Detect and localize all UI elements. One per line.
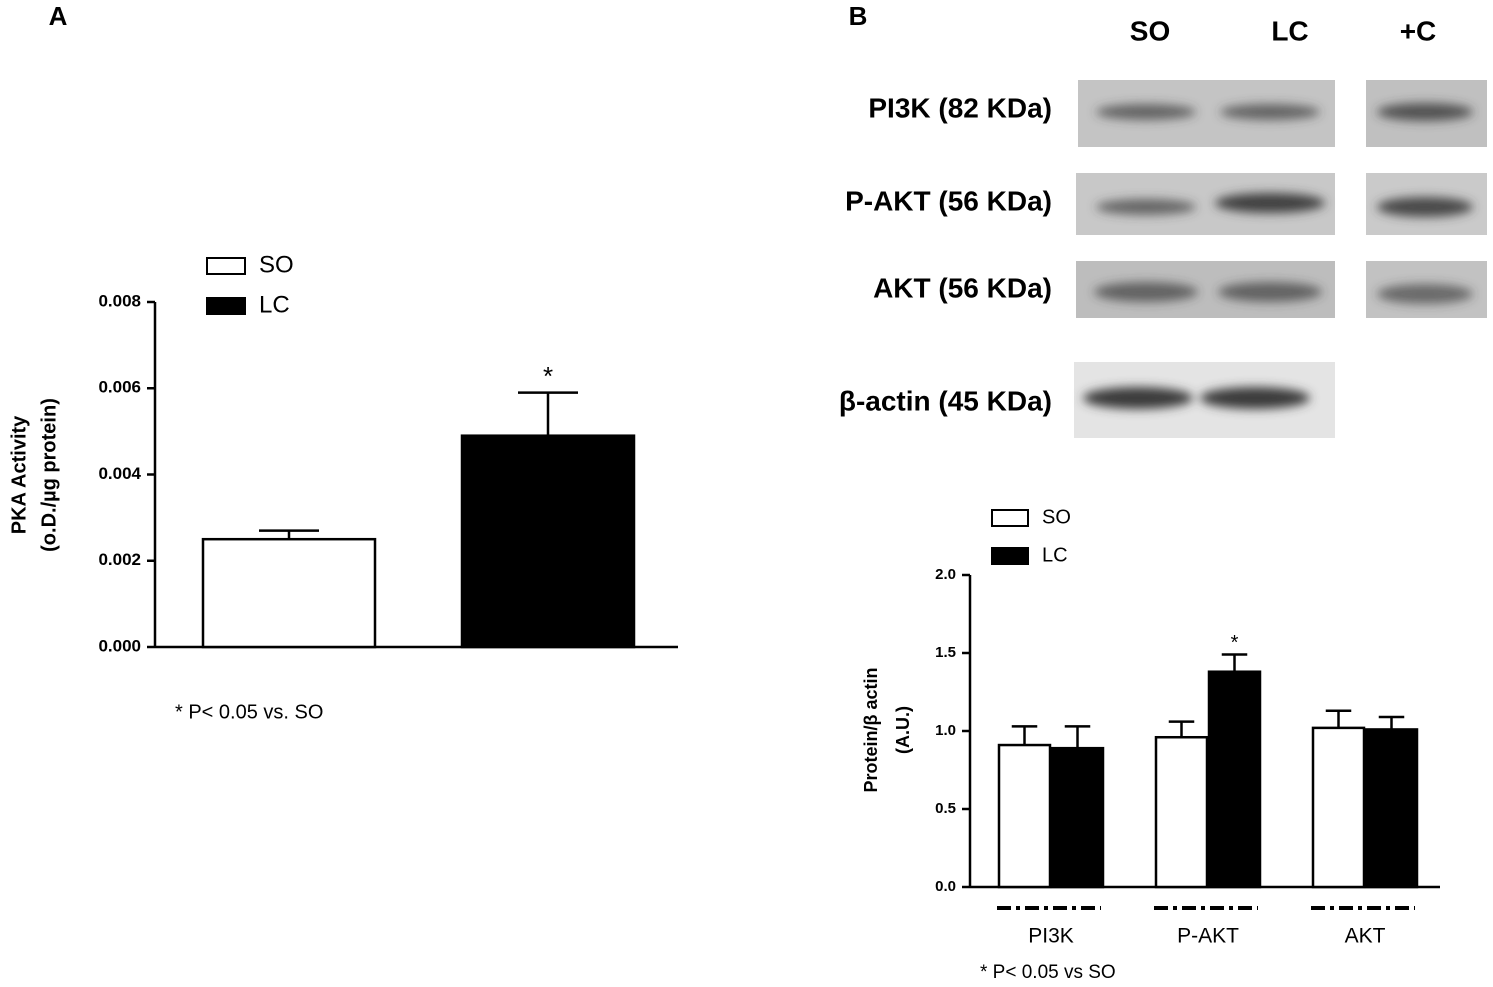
y-tick-label: 0.0 xyxy=(935,878,956,895)
y-tick-label: 0.006 xyxy=(98,378,141,397)
blot-column-label: LC xyxy=(1271,15,1308,46)
bar xyxy=(1364,728,1419,889)
panel-label: A xyxy=(49,1,68,31)
y-tick-label: 0.004 xyxy=(98,464,141,483)
y-axis-label: (o.D./µg protein) xyxy=(38,398,60,552)
legend-label: SO xyxy=(1042,506,1071,528)
y-tick-label: 1.5 xyxy=(935,644,956,661)
y-tick-label: 2.0 xyxy=(935,566,956,583)
significance-marker: * xyxy=(1231,632,1239,654)
y-tick-label: 0.5 xyxy=(935,800,956,817)
x-tick-label: P-AKT xyxy=(1177,925,1239,948)
blot-row-label: AKT (56 KDa) xyxy=(873,272,1052,303)
blot-row-label: P-AKT (56 KDa) xyxy=(845,185,1052,216)
blot-column-label: +C xyxy=(1400,15,1437,46)
panel-label: B xyxy=(849,1,868,31)
significance-marker: * xyxy=(543,361,553,391)
bar xyxy=(460,434,636,649)
bar xyxy=(997,743,1052,889)
y-tick-label: 1.0 xyxy=(935,722,956,739)
y-axis-label: (A.U.) xyxy=(893,706,913,754)
blot-images xyxy=(1074,80,1487,438)
y-tick-label: 0.008 xyxy=(98,291,141,310)
legend-swatch xyxy=(991,547,1029,565)
legend-swatch xyxy=(206,297,246,315)
blot-row-label: β-actin (45 KDa) xyxy=(839,385,1052,416)
x-tick-label: AKT xyxy=(1345,925,1386,948)
bar xyxy=(1207,670,1262,889)
bar xyxy=(1050,746,1105,889)
footnote: * P< 0.05 vs SO xyxy=(980,962,1116,983)
legend-label: SO xyxy=(259,251,294,278)
y-axis-label: Protein/β actin xyxy=(861,667,881,792)
bar xyxy=(1311,726,1366,889)
x-tick-label: PI3K xyxy=(1028,925,1074,948)
y-axis-label: PKA Activity xyxy=(8,415,30,534)
bar xyxy=(201,537,377,649)
footnote: * P< 0.05 vs. SO xyxy=(175,701,323,723)
y-tick-label: 0.002 xyxy=(98,550,141,569)
legend-label: LC xyxy=(1042,544,1068,566)
legend-label: LC xyxy=(259,291,290,318)
legend-swatch xyxy=(991,509,1029,527)
y-tick-label: 0.000 xyxy=(98,636,141,655)
blot-column-label: SO xyxy=(1130,15,1170,46)
blot-row-label: PI3K (82 KDa) xyxy=(868,92,1052,123)
legend-swatch xyxy=(206,257,246,275)
bar xyxy=(1154,735,1209,889)
